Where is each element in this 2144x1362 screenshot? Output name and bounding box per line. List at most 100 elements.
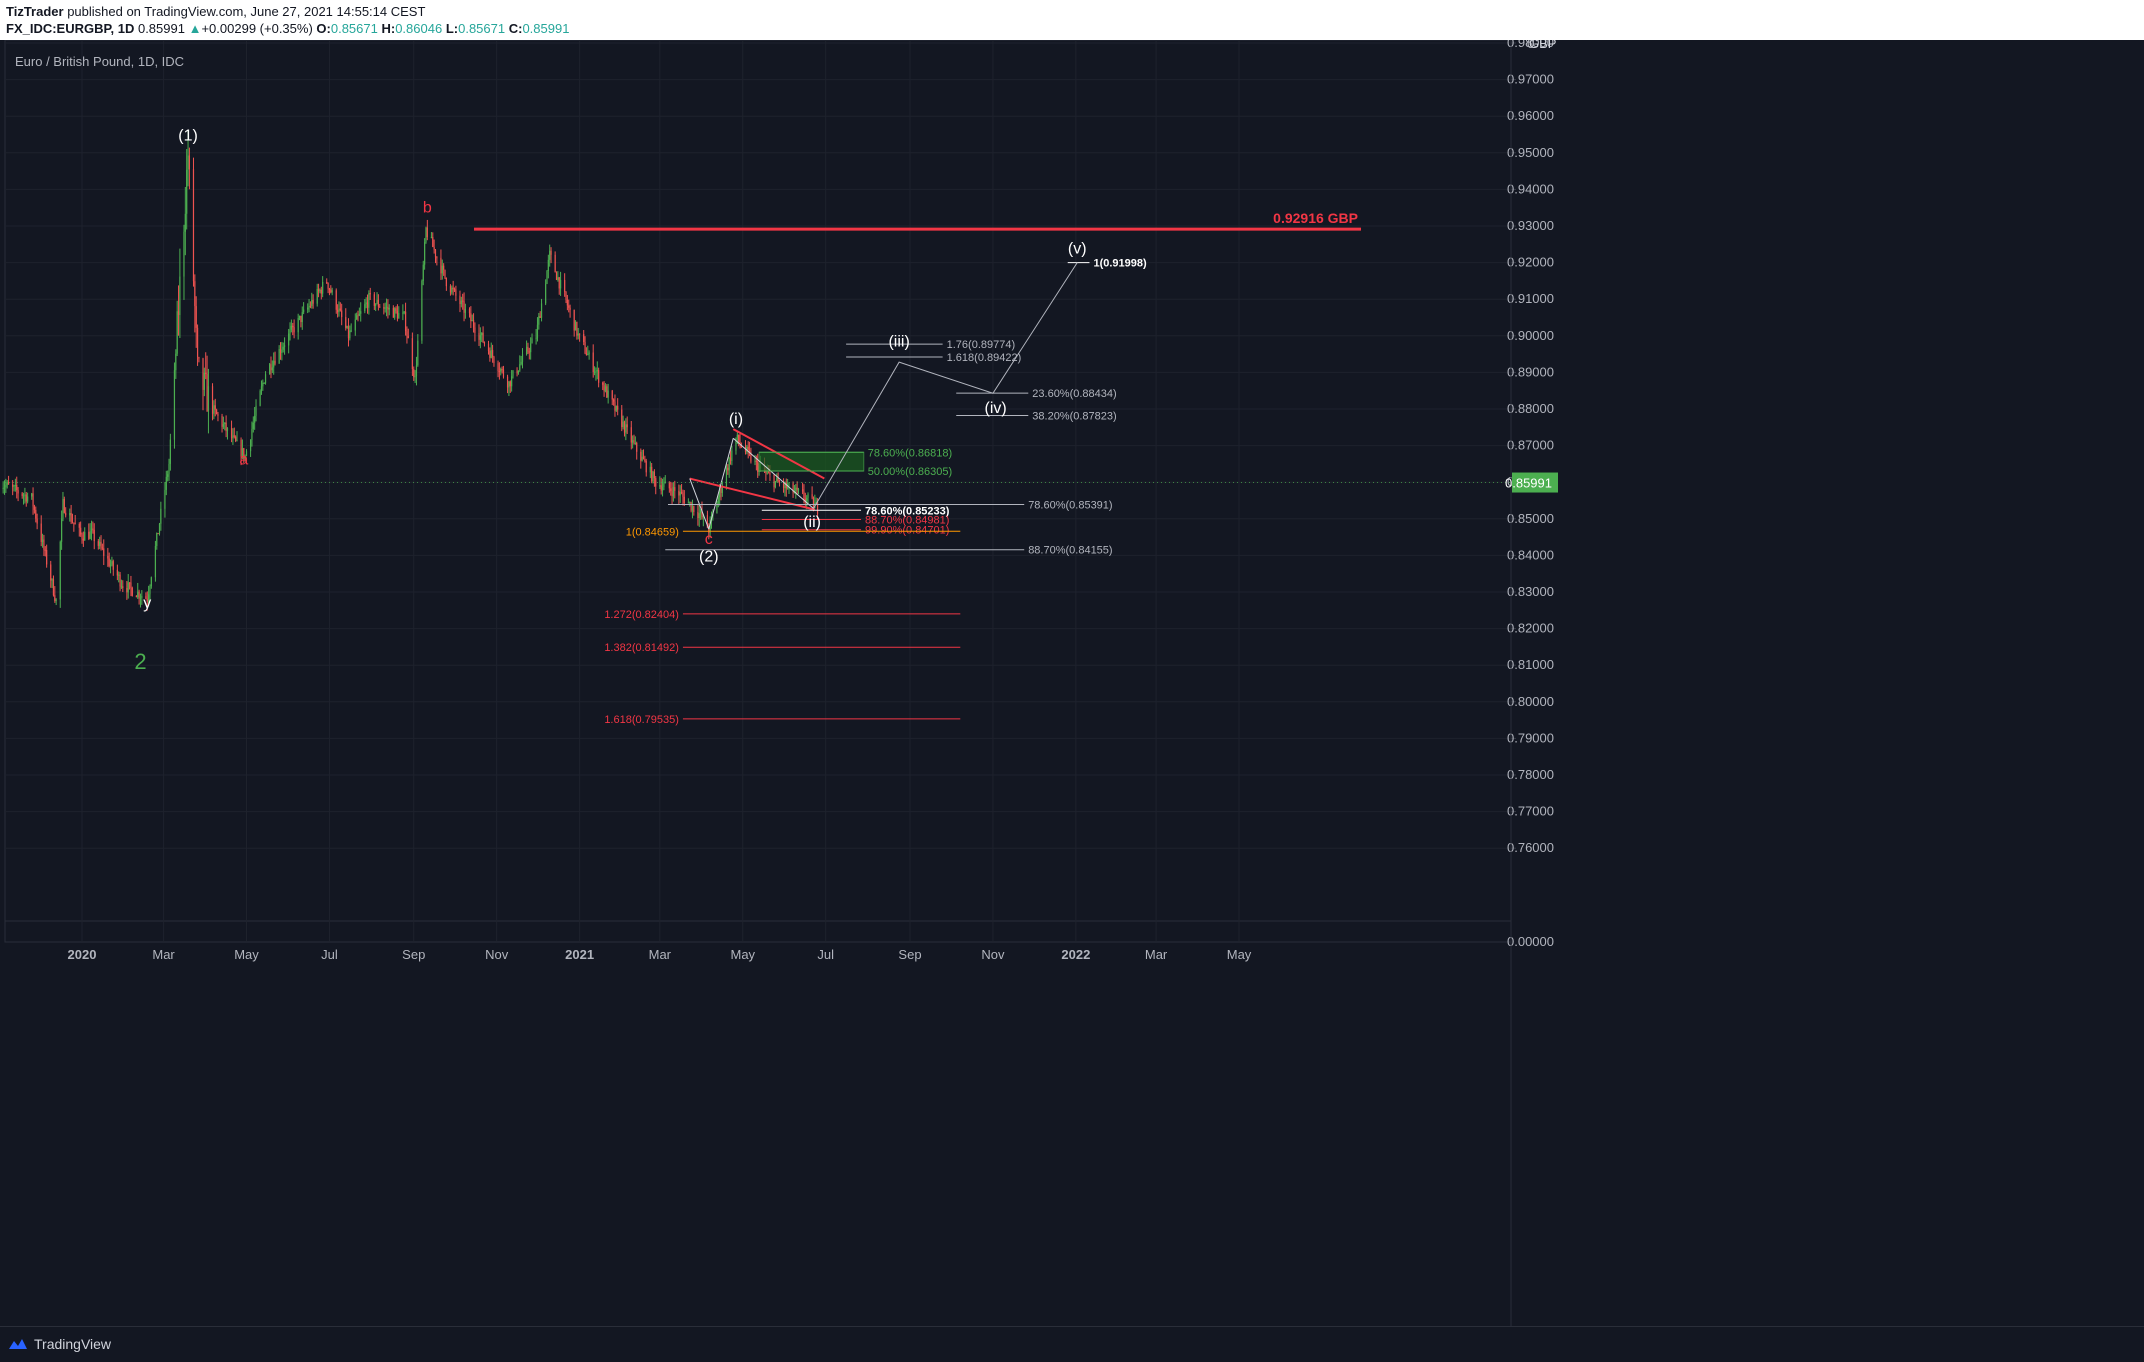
candle-body: [452, 287, 454, 290]
candle-body: [179, 276, 181, 315]
low-value: 0.85671: [458, 21, 506, 36]
candle-body: [394, 308, 396, 318]
x-tick-label: 2020: [68, 947, 97, 962]
candle-body: [99, 541, 101, 546]
candle-body: [641, 456, 643, 461]
fib-zone: [758, 451, 865, 472]
candle-body: [224, 422, 226, 425]
candle-body: [283, 345, 286, 347]
candle-body: [455, 289, 457, 296]
candle-body: [111, 561, 113, 565]
candle-body: [445, 277, 447, 287]
candle-body: [32, 493, 34, 507]
candle-body: [341, 310, 343, 318]
candle-body: [260, 386, 263, 391]
candle-body: [573, 309, 575, 331]
candle-body: [727, 467, 729, 471]
low-label: L:: [445, 21, 459, 36]
candle-body: [103, 548, 105, 556]
candle-body: [319, 289, 321, 292]
candle-body: [259, 390, 261, 406]
candle-body: [652, 471, 654, 482]
candle-body: [255, 405, 257, 416]
candle-body: [73, 522, 75, 524]
candle-body: [388, 307, 390, 310]
candle-body: [502, 369, 505, 377]
projection-path: [813, 262, 1078, 509]
fib-level-label: 1.618(0.79535): [604, 714, 679, 726]
candle-body: [424, 242, 426, 265]
candle-body: [235, 436, 237, 441]
candle-body: [214, 405, 216, 410]
fib-level-label: 1(0.91998): [1093, 258, 1147, 270]
candle-body: [720, 488, 722, 493]
candle-body: [177, 311, 180, 315]
candle-body: [406, 331, 408, 336]
candle-body: [670, 488, 672, 492]
candle-body: [434, 249, 437, 258]
candle-body: [55, 599, 57, 601]
candle-body: [568, 305, 570, 308]
y-tick-label: 0.96000: [1507, 108, 1554, 123]
candle-body: [221, 415, 223, 427]
brand-name[interactable]: TradingView: [34, 1336, 112, 1352]
candle-body: [633, 440, 635, 444]
y-tick-label: 0.80000: [1507, 694, 1554, 709]
candle-body: [186, 169, 188, 214]
candle-body: [700, 510, 702, 514]
candle-body: [3, 487, 6, 489]
candle-body: [297, 318, 299, 333]
candle-body: [579, 333, 581, 335]
candle-body: [626, 424, 628, 428]
candle-body: [135, 595, 137, 598]
candle-body: [154, 545, 157, 578]
candle-body: [729, 457, 732, 461]
candle-body: [595, 371, 597, 373]
candle-body: [69, 513, 71, 516]
candle-body: [462, 300, 464, 302]
candle-body: [425, 227, 427, 243]
candle-body: [736, 434, 738, 438]
candle-body: [225, 422, 227, 432]
tradingview-logo-icon[interactable]: [8, 1337, 28, 1351]
candle-body: [150, 577, 152, 587]
candle-body: [782, 483, 785, 489]
y-tick-label: 0.98000: [1507, 40, 1554, 50]
candle-body: [554, 254, 556, 273]
candle-body: [70, 513, 72, 522]
candle-body: [293, 327, 295, 333]
candle-body: [289, 329, 291, 334]
candle-body: [116, 569, 118, 576]
candle-body: [663, 483, 665, 488]
candle-body: [649, 466, 651, 473]
chart-svg[interactable]: 0.98000 0.97000 0.96000 0.95000 0.94000 0.930…: [0, 40, 2144, 1326]
candle-body: [788, 483, 790, 487]
candle-body: [407, 335, 409, 339]
plot-frame: [4, 40, 1512, 943]
candle-body: [376, 299, 378, 304]
x-tick-label: Jul: [321, 947, 338, 962]
candle-body: [137, 591, 139, 598]
fib-level-label: 78.60%(0.85233): [865, 505, 950, 517]
candle-body: [709, 519, 711, 533]
candle-body: [687, 502, 689, 504]
candle-body: [653, 471, 655, 479]
candle-body: [807, 494, 809, 498]
candle-body: [528, 351, 530, 353]
x-tick-label: Nov: [981, 947, 1005, 962]
candle-body: [683, 496, 685, 504]
chart-area[interactable]: [0, 40, 2144, 1326]
candle-body: [421, 280, 423, 341]
close-value: 0.85991: [522, 21, 570, 36]
candle-body: [708, 527, 710, 533]
wave-label: (iv): [985, 400, 1007, 417]
candle-body: [516, 370, 518, 374]
candle-body: [576, 321, 578, 336]
candle-body: [739, 441, 741, 445]
candle-body: [131, 587, 133, 596]
candle-body: [593, 371, 596, 373]
candle-body: [479, 335, 481, 340]
candle-body: [585, 353, 588, 355]
candle-body: [146, 598, 148, 602]
y-tick-label: 0.82000: [1507, 621, 1554, 636]
